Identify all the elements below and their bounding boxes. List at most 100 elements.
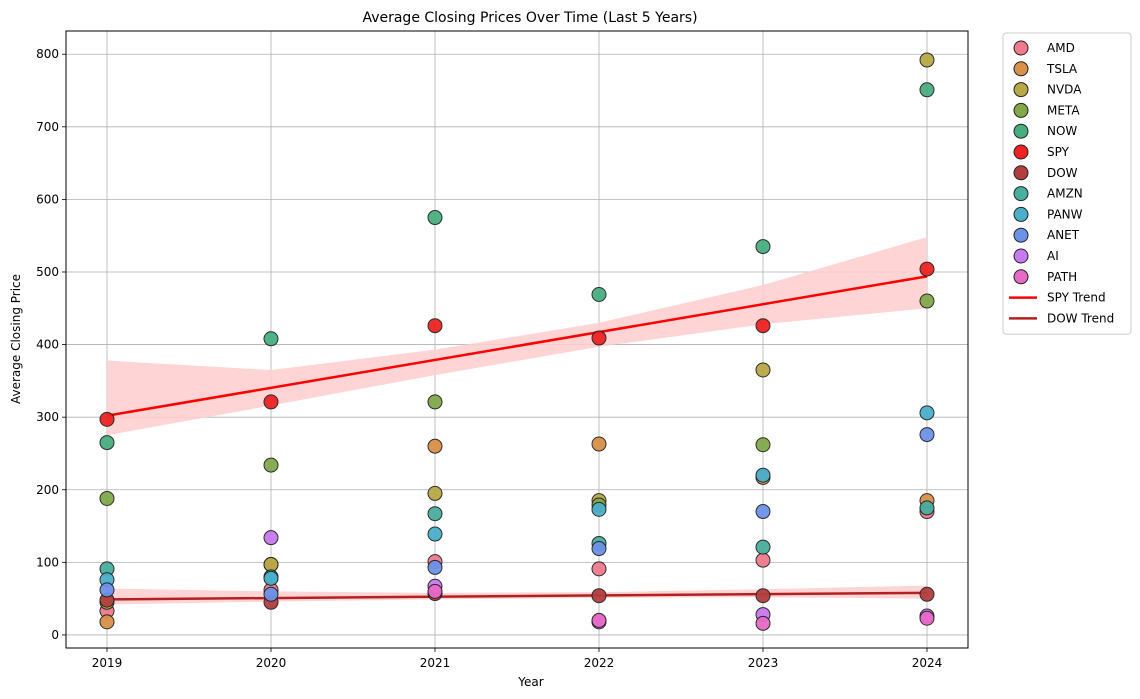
data-point: [99, 614, 115, 630]
y-tick-label: 200: [36, 483, 59, 497]
data-point: [919, 261, 935, 277]
legend-label: PANW: [1047, 207, 1083, 221]
data-point: [755, 539, 771, 555]
data-point: [99, 490, 115, 506]
data-point: [755, 467, 771, 483]
legend-marker: [1013, 165, 1029, 181]
legend-label: SPY: [1047, 145, 1070, 159]
y-tick-label: 500: [36, 265, 59, 279]
data-point: [919, 293, 935, 309]
legend-marker: [1013, 40, 1029, 56]
data-point: [427, 485, 443, 501]
y-tick-label: 100: [36, 555, 59, 569]
data-point: [427, 394, 443, 410]
legend-marker: [1013, 82, 1029, 98]
data-point: [427, 526, 443, 542]
data-point: [591, 286, 607, 302]
data-point: [99, 411, 115, 427]
data-point: [591, 436, 607, 452]
x-tick-label: 2022: [584, 656, 615, 670]
plot-frame: [65, 30, 969, 649]
legend-label: AMD: [1047, 41, 1075, 55]
trend-lines: [106, 275, 928, 601]
legend-marker: [1013, 269, 1029, 285]
legend-marker: [1013, 227, 1029, 243]
confidence-bands: [107, 237, 927, 605]
data-point: [755, 552, 771, 568]
data-point: [755, 362, 771, 378]
data-points: [99, 52, 935, 631]
y-tick-label: 400: [36, 338, 59, 352]
x-tick-label: 2020: [256, 656, 287, 670]
data-point: [755, 615, 771, 631]
data-point: [591, 501, 607, 517]
data-point: [591, 561, 607, 577]
data-point: [263, 394, 279, 410]
data-point: [919, 52, 935, 68]
legend-marker: [1013, 248, 1029, 264]
data-point: [755, 437, 771, 453]
data-point: [263, 530, 279, 546]
grid-lines: [66, 31, 968, 648]
x-axis-label: Year: [517, 675, 543, 689]
data-point: [263, 586, 279, 602]
legend-marker: [1013, 61, 1029, 77]
y-axis-label: Average Closing Price: [9, 274, 23, 404]
legend-marker: [1013, 123, 1029, 139]
trend-line: [106, 275, 928, 417]
legend-label: NOW: [1047, 124, 1077, 138]
data-point: [99, 435, 115, 451]
legend-marker: [1013, 144, 1029, 160]
data-point: [591, 612, 607, 628]
legend-label: DOW Trend: [1047, 311, 1114, 325]
y-axis-ticks: 0 100 200 300 400 500 600 700 800: [36, 47, 66, 642]
legend-label: AI: [1047, 249, 1059, 263]
data-point: [919, 610, 935, 626]
confidence-band: [107, 237, 927, 436]
legend: AMD TSLA NVDA META NOW SPY DOW AMZN PANW ANET AI PA…: [1002, 32, 1132, 335]
data-point: [427, 583, 443, 599]
legend-marker: [1013, 102, 1029, 118]
data-point: [427, 559, 443, 575]
data-point: [919, 405, 935, 421]
x-tick-label: 2021: [420, 656, 451, 670]
legend-label: META: [1047, 103, 1080, 117]
data-point: [427, 318, 443, 334]
y-tick-label: 300: [36, 410, 59, 424]
y-tick-label: 800: [36, 47, 59, 61]
data-point: [919, 82, 935, 98]
data-point: [919, 586, 935, 602]
data-point: [919, 500, 935, 516]
legend-marker: [1013, 206, 1029, 222]
x-tick-label: 2019: [92, 656, 123, 670]
data-point: [591, 541, 607, 557]
legend-marker: [1013, 186, 1029, 202]
data-point: [755, 504, 771, 520]
data-point: [427, 438, 443, 454]
x-tick-label: 2024: [912, 656, 943, 670]
data-point: [263, 570, 279, 586]
y-tick-label: 0: [51, 628, 59, 642]
legend-label: SPY Trend: [1047, 291, 1106, 305]
y-tick-label: 700: [36, 120, 59, 134]
data-point: [427, 210, 443, 226]
legend-label: AMZN: [1047, 187, 1083, 201]
data-point: [591, 588, 607, 604]
data-point: [263, 331, 279, 347]
data-point: [755, 588, 771, 604]
data-point: [263, 457, 279, 473]
data-point: [99, 582, 115, 598]
data-point: [755, 239, 771, 255]
legend-label: TSLA: [1046, 62, 1078, 76]
legend-box: [1002, 32, 1132, 335]
trend-line: [106, 591, 928, 601]
legend-label: PATH: [1047, 270, 1077, 284]
data-point: [427, 506, 443, 522]
x-tick-label: 2023: [748, 656, 779, 670]
data-point: [591, 330, 607, 346]
chart-title: Average Closing Prices Over Time (Last 5…: [362, 10, 697, 26]
x-axis-ticks: 2019 2020 2021 2022 2023 2024: [92, 648, 943, 670]
data-point: [755, 318, 771, 334]
legend-label: ANET: [1047, 228, 1080, 242]
